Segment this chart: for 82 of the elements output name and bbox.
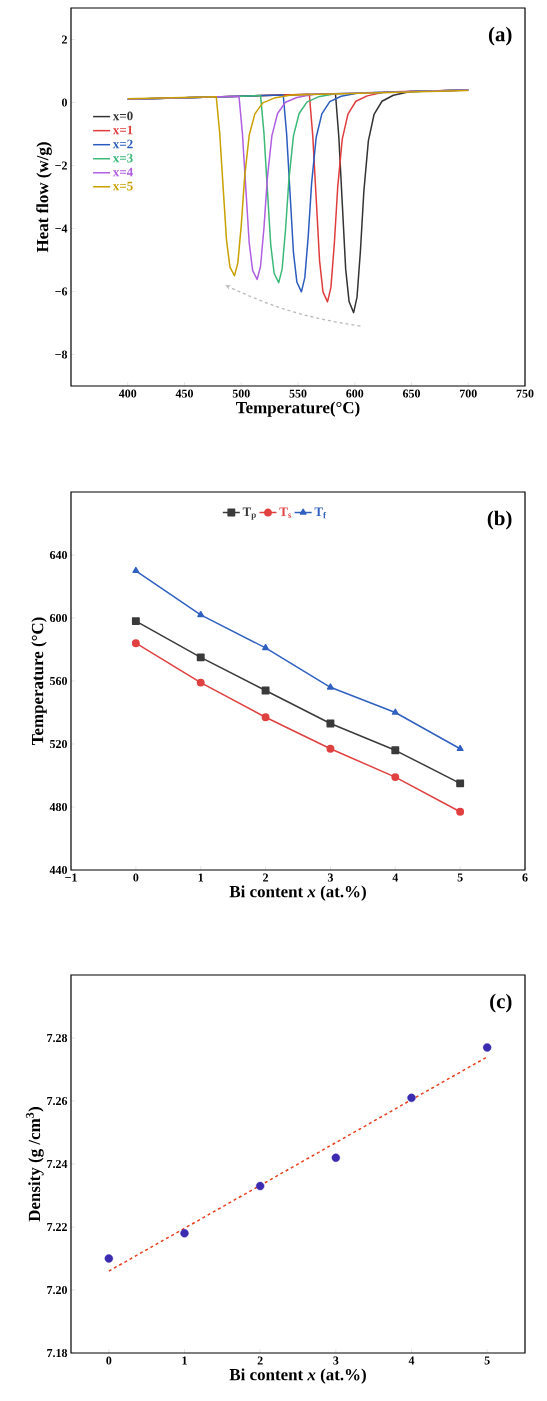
x-tick-label: −1 xyxy=(65,873,77,882)
x-tick-label: 500 xyxy=(232,389,250,398)
x-tick-label: 3 xyxy=(327,873,333,882)
x-tick-label: 2 xyxy=(257,1356,263,1365)
x-tick-label: 0 xyxy=(133,873,139,882)
annotation: (b) xyxy=(487,510,512,530)
y-tick-label: 480 xyxy=(49,802,68,812)
x-tick-label: 750 xyxy=(516,389,534,398)
point xyxy=(180,1229,189,1238)
x-tick-label: 2 xyxy=(263,873,269,882)
x-tick-label: 600 xyxy=(346,389,364,398)
x-tick-label: 1 xyxy=(198,873,204,882)
point xyxy=(261,686,270,695)
y-tick-label: −2 xyxy=(55,161,67,170)
y-tick-label: 2 xyxy=(62,35,67,44)
y-tick-label: −6 xyxy=(55,287,68,296)
point xyxy=(482,1043,492,1052)
y-tick-label: 520 xyxy=(50,739,68,749)
legend-label: x=1 xyxy=(112,125,133,135)
x-axis-title: Temperature(°C) xyxy=(236,401,360,417)
y-tick-label: −8 xyxy=(55,350,68,359)
x-tick-label: 0 xyxy=(106,1356,112,1365)
x-tick-label: 3 xyxy=(333,1356,339,1365)
point xyxy=(131,639,140,648)
annotation: (a) xyxy=(488,26,512,46)
y-tick-label: 7.22 xyxy=(47,1222,67,1232)
legend-label: x=3 xyxy=(112,153,133,163)
x-tick-label: 550 xyxy=(289,389,307,398)
point xyxy=(391,773,400,782)
point xyxy=(196,653,205,662)
point xyxy=(456,807,465,816)
y-tick-label: −4 xyxy=(55,224,68,233)
point xyxy=(407,1093,416,1103)
y-axis-title: Temperature (°C) xyxy=(31,617,47,746)
x-tick-label: 450 xyxy=(175,389,194,398)
legend-label: T$_{f}$ xyxy=(314,507,327,519)
legend-label: x=4 xyxy=(112,167,133,177)
point xyxy=(456,779,465,788)
point xyxy=(196,678,205,687)
x-axis-title: Bi content x (at.%) xyxy=(229,885,366,901)
x-tick-label: 4 xyxy=(392,873,399,882)
point xyxy=(326,683,334,690)
x-tick-label: 5 xyxy=(457,873,463,882)
point xyxy=(132,566,140,574)
legend-label: T$_{s}$ xyxy=(279,507,292,518)
legend-label: x=2 xyxy=(112,139,133,149)
legend-label: T$_{p}$ xyxy=(242,507,256,520)
x-tick-label: 5 xyxy=(484,1356,490,1365)
point xyxy=(255,1181,265,1191)
annotation: (c) xyxy=(490,993,512,1013)
point xyxy=(456,744,464,752)
y-tick-label: 7.26 xyxy=(47,1096,68,1106)
x-tick-label: 700 xyxy=(459,389,477,398)
y-axis-title: Heat flow (w/g) xyxy=(36,142,52,253)
point xyxy=(131,617,140,626)
y-tick-label: 440 xyxy=(49,865,68,875)
y-tick-label: 7.24 xyxy=(47,1159,68,1169)
y-tick-label: 560 xyxy=(50,676,68,686)
x-tick-label: 4 xyxy=(408,1356,415,1365)
x-tick-label: 1 xyxy=(182,1356,187,1365)
legend-label: x=5 xyxy=(112,181,133,191)
x-axis-title: Bi content x (at.%) xyxy=(229,1368,366,1384)
x-tick-label: 6 xyxy=(522,873,528,882)
y-tick-label: 7.28 xyxy=(47,1033,68,1043)
point xyxy=(261,713,270,722)
point xyxy=(391,746,400,755)
y-tick-label: 7.18 xyxy=(47,1348,68,1358)
point xyxy=(197,610,205,618)
y-axis-title: Density (g /cm$^{3}$) xyxy=(25,1106,44,1222)
point xyxy=(104,1254,114,1263)
x-tick-label: 400 xyxy=(118,389,137,398)
point xyxy=(326,719,335,728)
y-tick-label: 600 xyxy=(49,613,68,623)
y-tick-label: 7.20 xyxy=(47,1285,68,1295)
point xyxy=(326,744,335,753)
y-tick-label: 0 xyxy=(61,98,68,107)
point xyxy=(262,643,270,651)
y-tick-label: 640 xyxy=(49,550,68,560)
legend-label: x=0 xyxy=(112,111,133,121)
point xyxy=(391,708,399,715)
point xyxy=(331,1153,341,1162)
x-tick-label: 650 xyxy=(402,389,421,398)
